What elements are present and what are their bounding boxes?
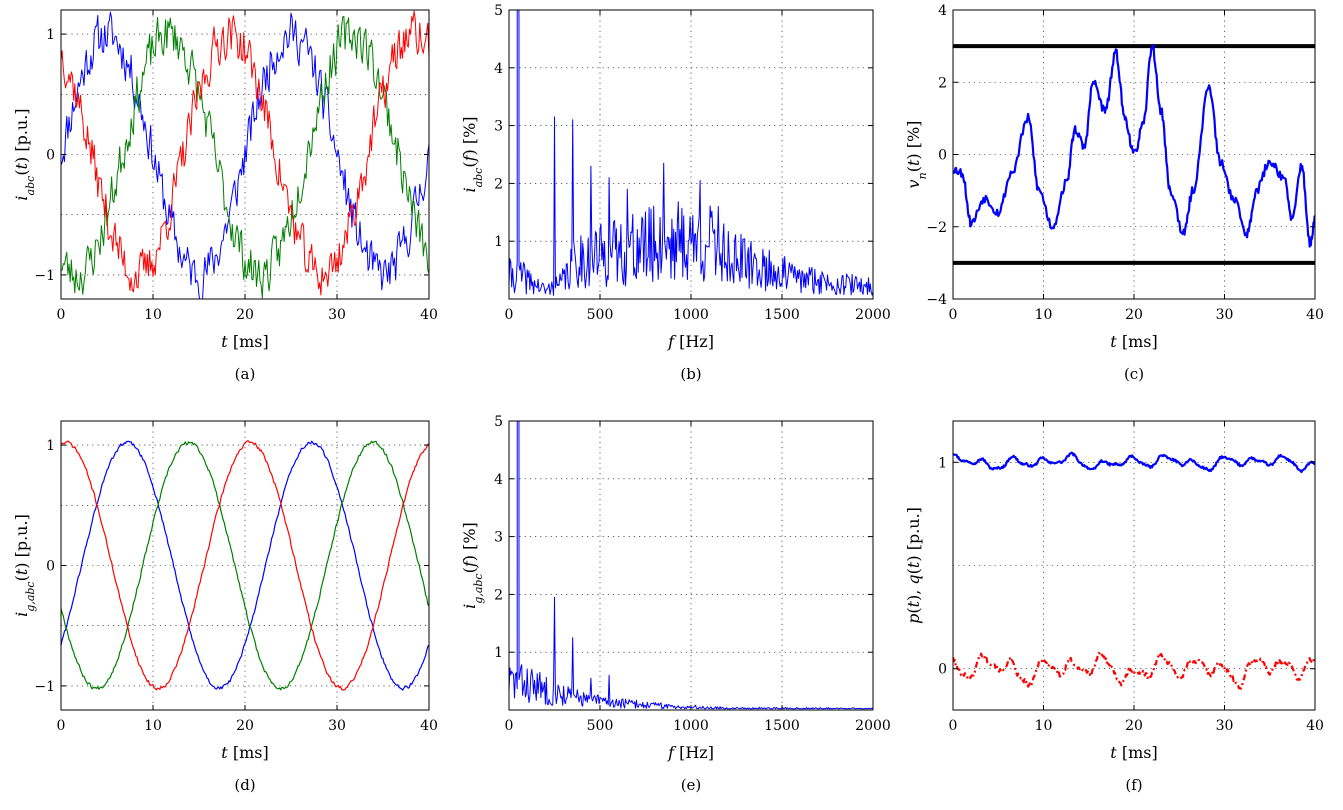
y-tick-label: 0 xyxy=(938,148,947,164)
y-axis-label: ig,abc(f) [%] xyxy=(460,522,485,609)
panel-caption: (c) xyxy=(1124,365,1144,383)
x-tick-label: 2000 xyxy=(855,307,891,323)
x-tick-label: 30 xyxy=(1216,718,1234,734)
x-tick-label: 10 xyxy=(1035,307,1053,323)
chart-panel-b: 0 500 1000 1500 2000 1 2 3 4 5 f [Hz] iabc(f) [%] (b… xyxy=(460,3,891,383)
grid-e xyxy=(509,421,873,710)
panel-caption: (f) xyxy=(1125,776,1142,794)
panel-caption: (b) xyxy=(680,365,701,383)
x-tick-label: 30 xyxy=(328,307,346,323)
series-line-d-0 xyxy=(61,440,429,691)
x-axis-label: t [ms] xyxy=(1110,743,1157,762)
y-tick-label: 1 xyxy=(494,645,503,661)
plot-frame xyxy=(508,420,874,711)
x-tick-label: 0 xyxy=(505,718,514,734)
x-tick-label: 1000 xyxy=(673,307,709,323)
y-tick-label: 5 xyxy=(494,3,503,19)
x-axis-label: f [Hz] xyxy=(667,743,714,762)
panel-caption: (d) xyxy=(234,776,255,794)
y-axis-label: ig,abc(t) [p.u.] xyxy=(12,514,37,617)
chart-panel-f: 0 10 20 30 40 0 1 t [ms] p(t), q(t) [p.u.] (f) xyxy=(904,420,1324,794)
x-tick-label: 40 xyxy=(1306,307,1324,323)
x-tick-label: 30 xyxy=(328,718,346,734)
x-tick-label: 0 xyxy=(57,307,66,323)
panel-caption: (e) xyxy=(681,776,702,794)
x-tick-label: 10 xyxy=(1035,718,1053,734)
x-tick-label: 10 xyxy=(144,718,162,734)
y-tick-label: 3 xyxy=(494,119,503,135)
x-tick-label: 0 xyxy=(505,307,514,323)
series-line-b-0 xyxy=(509,10,873,296)
y-tick-label: −4 xyxy=(926,292,947,308)
x-tick-label: 0 xyxy=(57,718,66,734)
x-tick-label: 1500 xyxy=(764,718,800,734)
series-line-a-1 xyxy=(61,15,429,299)
series-line-d-1 xyxy=(61,440,429,691)
y-tick-label: 2 xyxy=(494,587,503,603)
x-tick-label: 20 xyxy=(236,718,254,734)
x-axis-label: f [Hz] xyxy=(667,332,714,351)
chart-panel-a: 0 10 20 30 40 −1 0 1 t [ms] iabc(t) [p.u.] (a) xyxy=(12,9,438,383)
x-axis-label: t [ms] xyxy=(1110,332,1157,351)
series-line-f-0 xyxy=(953,451,1315,474)
grid-c xyxy=(953,10,1315,299)
x-tick-label: 500 xyxy=(587,307,614,323)
y-tick-label: 1 xyxy=(46,27,55,43)
y-tick-label: 1 xyxy=(494,234,503,250)
y-axis-label: iabc(t) [p.u.] xyxy=(12,108,37,200)
series-line-e-0 xyxy=(509,421,873,710)
x-tick-label: 0 xyxy=(949,307,958,323)
y-tick-label: 4 xyxy=(494,61,503,77)
x-tick-label: 40 xyxy=(420,718,438,734)
x-axis-label: t [ms] xyxy=(221,332,268,351)
series-line-f-1 xyxy=(953,650,1315,690)
x-tick-label: 0 xyxy=(949,718,958,734)
y-tick-label: 1 xyxy=(46,438,55,454)
y-axis-label: iabc(f) [%] xyxy=(460,116,485,192)
y-tick-label: 4 xyxy=(494,472,503,488)
plot-frame xyxy=(508,9,874,300)
series-line-d-2 xyxy=(61,440,429,691)
y-tick-label: 1 xyxy=(938,455,947,471)
x-tick-label: 1000 xyxy=(673,718,709,734)
series-line-c-0 xyxy=(953,43,1315,248)
x-tick-label: 30 xyxy=(1216,307,1234,323)
grid-d xyxy=(61,421,429,710)
y-tick-label: −1 xyxy=(34,679,55,695)
grid-f xyxy=(953,421,1315,710)
x-tick-label: 1500 xyxy=(764,307,800,323)
y-tick-label: −1 xyxy=(34,268,55,284)
y-axis-label: p(t), q(t) [p.u.] xyxy=(904,507,923,624)
x-axis-label: t [ms] xyxy=(221,743,268,762)
y-tick-label: 2 xyxy=(938,75,947,91)
chart-panel-d: 0 10 20 30 40 −1 0 1 t [ms] ig,abc(t) [p.u.] (d) xyxy=(12,420,438,794)
y-tick-label: 0 xyxy=(938,662,947,678)
y-tick-label: 4 xyxy=(938,3,947,19)
series-line-a-0 xyxy=(61,11,429,299)
x-tick-label: 40 xyxy=(420,307,438,323)
y-axis-label: vn(t) [%] xyxy=(904,121,929,189)
series-line-a-2 xyxy=(61,10,429,296)
chart-panel-c: 0 10 20 30 40 −4 −2 0 2 4 t [ms] vn(t) [%] (c) xyxy=(904,3,1324,383)
y-tick-label: 0 xyxy=(46,559,55,575)
x-tick-label: 20 xyxy=(236,307,254,323)
grid-b xyxy=(509,10,873,299)
panel-caption: (a) xyxy=(235,365,256,383)
x-tick-label: 20 xyxy=(1125,718,1143,734)
x-tick-label: 40 xyxy=(1306,718,1324,734)
x-tick-label: 500 xyxy=(587,718,614,734)
y-tick-label: 0 xyxy=(46,148,55,164)
y-tick-label: 2 xyxy=(494,176,503,192)
y-tick-label: −2 xyxy=(926,220,947,236)
x-tick-label: 10 xyxy=(144,307,162,323)
x-tick-label: 20 xyxy=(1125,307,1143,323)
x-tick-label: 2000 xyxy=(855,718,891,734)
y-tick-label: 3 xyxy=(494,530,503,546)
chart-panel-e: 0 500 1000 1500 2000 1 2 3 4 5 f [Hz] ig,abc(f) [%]… xyxy=(460,414,891,794)
y-tick-label: 5 xyxy=(494,414,503,430)
